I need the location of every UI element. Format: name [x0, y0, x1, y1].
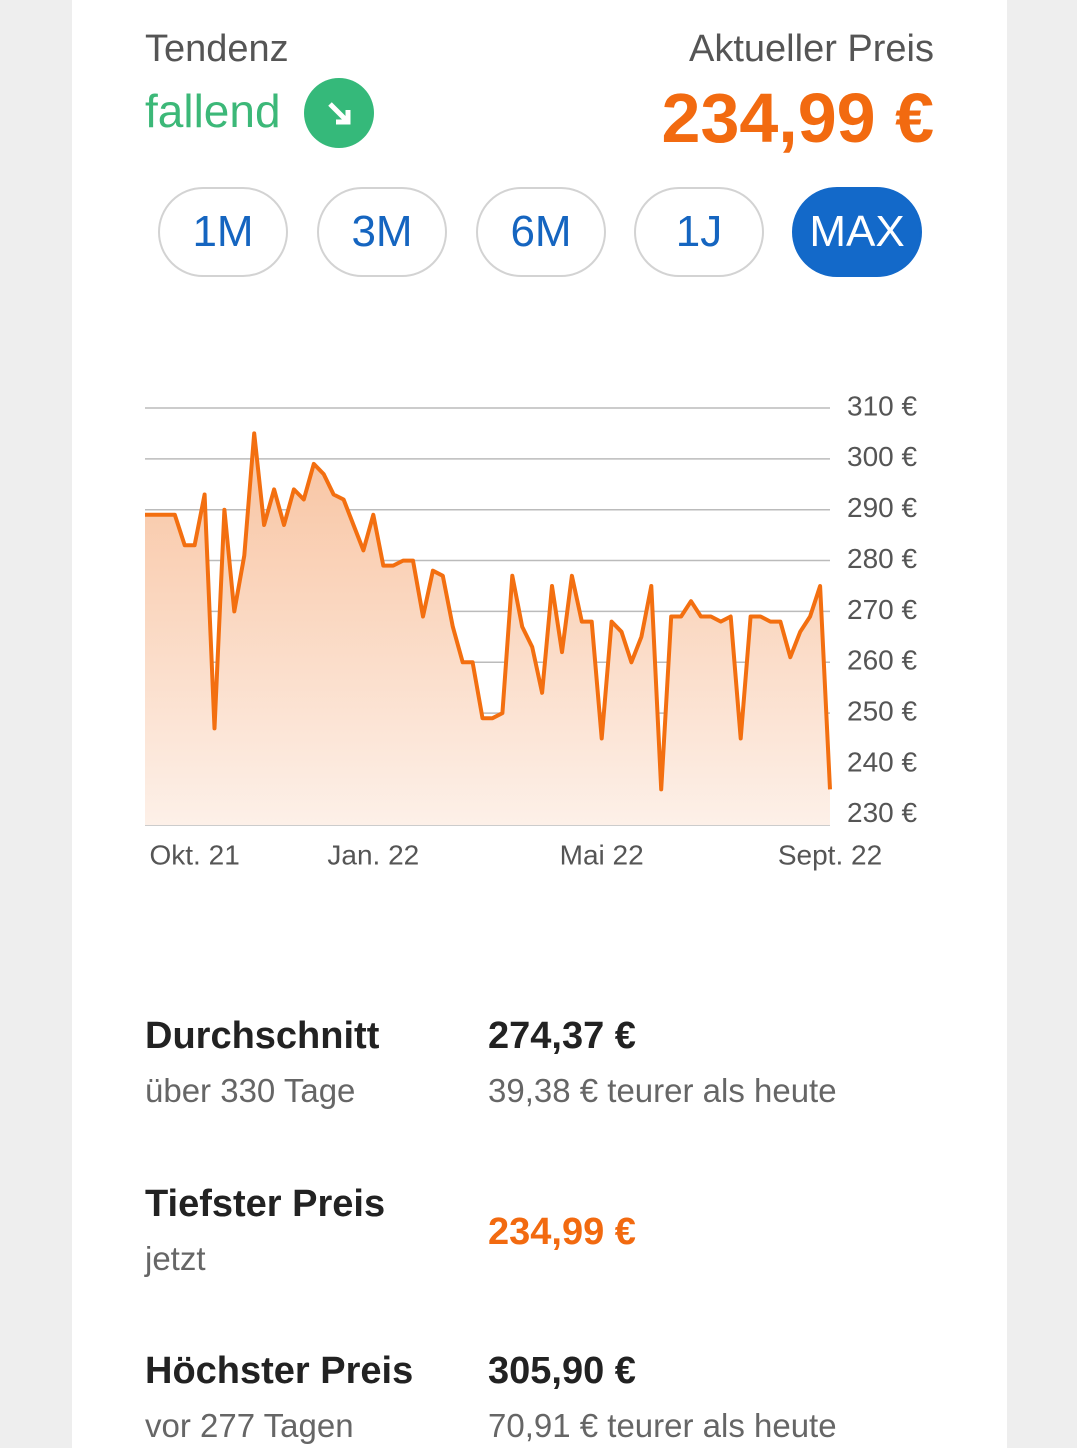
price-area	[145, 433, 830, 825]
price-line	[145, 431, 832, 792]
stat-sub: über 330 Tage	[145, 1072, 356, 1109]
stat-note: 70,91 € teurer als heute	[488, 1407, 837, 1444]
x-tick-label: Jan. 22	[327, 839, 419, 870]
stat-label: Höchster Preis	[145, 1350, 414, 1392]
tendency-value: fallend	[145, 85, 281, 137]
range-button[interactable]: 6M	[476, 187, 606, 277]
y-tick-label: 250 €	[847, 696, 917, 727]
y-tick-label: 310 €	[847, 390, 917, 421]
range-button[interactable]: 1J	[634, 187, 764, 277]
current-price: 234,99 €	[661, 79, 934, 157]
trend-icon	[304, 78, 374, 148]
x-tick-label: Sept. 22	[778, 839, 882, 870]
y-tick-label: 290 €	[847, 492, 917, 523]
chart: 230 € 240 € 250 € 260 € 270 € 280 € 290 € 300 €…	[145, 390, 917, 870]
stat-value: 234,99 €	[488, 1211, 636, 1253]
stat-label: Tiefster Preis	[145, 1183, 386, 1225]
x-tick-label: Okt. 21	[150, 839, 240, 870]
y-tick-label: 230 €	[847, 797, 917, 828]
range-button[interactable]: 3M	[317, 187, 447, 277]
y-tick-label: 260 €	[847, 645, 917, 676]
range-button[interactable]: 1M	[158, 187, 288, 277]
y-tick-label: 240 €	[847, 746, 917, 777]
y-tick-label: 280 €	[847, 543, 917, 574]
range-button[interactable]: MAX	[792, 187, 922, 277]
y-tick-label: 270 €	[847, 594, 917, 625]
x-tick-label: Mai 22	[560, 839, 644, 870]
stat-sub: vor 277 Tagen	[145, 1407, 354, 1444]
stat-value: 305,90 €	[488, 1350, 636, 1392]
stat-sub: jetzt	[145, 1240, 206, 1277]
price-label: Aktueller Preis	[689, 28, 934, 70]
stat-label: Durchschnitt	[145, 1015, 380, 1057]
stat-note: 39,38 € teurer als heute	[488, 1072, 837, 1109]
stat-value: 274,37 €	[488, 1015, 636, 1057]
y-tick-label: 300 €	[847, 441, 917, 472]
tendency-label: Tendenz	[145, 28, 289, 70]
